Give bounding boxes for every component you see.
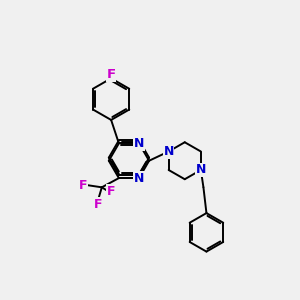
Text: F: F: [79, 178, 88, 191]
Text: N: N: [164, 145, 174, 158]
Text: N: N: [196, 164, 206, 176]
Text: F: F: [94, 198, 102, 211]
Text: N: N: [134, 137, 144, 150]
Text: F: F: [106, 68, 116, 81]
Text: F: F: [107, 185, 116, 198]
Text: N: N: [134, 172, 144, 184]
